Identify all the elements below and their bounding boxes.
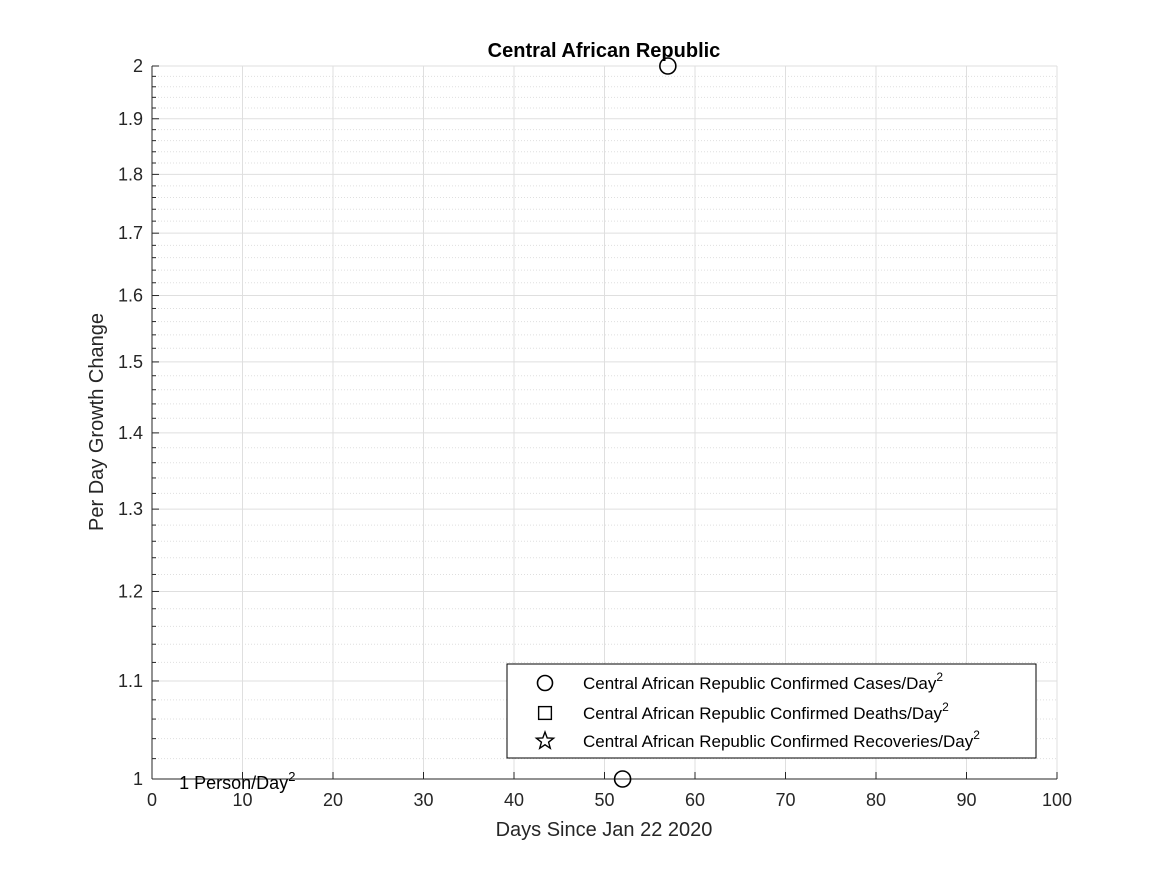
tick-labels: 0 10 20 30 40 50 60 70 80 90 100 1 1.1 1.2 1.3 1.4 1.5 1.… xyxy=(118,56,1072,810)
y-tick-label: 1.9 xyxy=(118,109,143,129)
x-tick-label: 80 xyxy=(866,790,886,810)
annotation-label: 1 Person/Day2 xyxy=(179,769,295,793)
legend-label: Central African Republic Confirmed Cases… xyxy=(583,670,943,693)
legend-label: Central African Republic Confirmed Recov… xyxy=(583,728,980,751)
legend-marker-star xyxy=(534,729,556,750)
x-tick-label: 70 xyxy=(775,790,795,810)
x-tick-label: 0 xyxy=(147,790,157,810)
y-tick-label: 1.1 xyxy=(118,671,143,691)
grid-lines xyxy=(151,65,1058,780)
y-tick-label: 2 xyxy=(133,56,143,76)
y-tick-label: 1.4 xyxy=(118,423,143,443)
x-tick-label: 100 xyxy=(1042,790,1072,810)
legend: Central African Republic Confirmed Cases… xyxy=(506,663,1037,759)
data-point-circle xyxy=(613,770,632,788)
y-tick-label: 1 xyxy=(133,769,143,789)
x-tick-label: 20 xyxy=(323,790,343,810)
chart-title: Central African Republic xyxy=(488,40,721,62)
x-tick-label: 50 xyxy=(594,790,614,810)
x-tick-label: 90 xyxy=(956,790,976,810)
y-tick-label: 1.3 xyxy=(118,499,143,519)
x-tick-label: 10 xyxy=(232,790,252,810)
axes xyxy=(151,65,1058,780)
legend-box xyxy=(506,663,1037,759)
data-marks xyxy=(613,57,677,788)
y-axis-label: Per Day Growth Change xyxy=(86,313,108,531)
x-axis-label: Days Since Jan 22 2020 xyxy=(496,819,713,841)
y-tick-label: 1.6 xyxy=(118,286,143,306)
legend-marker-circle xyxy=(536,674,554,692)
y-tick-label: 1.8 xyxy=(118,164,143,184)
annotations: 1 Person/Day2 xyxy=(179,769,295,793)
x-tick-label: 60 xyxy=(685,790,705,810)
x-tick-label: 30 xyxy=(413,790,433,810)
y-tick-label: 1.2 xyxy=(118,581,143,601)
data-point-circle xyxy=(659,57,677,75)
x-tick-label: 40 xyxy=(504,790,524,810)
legend-marker-square xyxy=(537,705,553,721)
y-tick-label: 1.5 xyxy=(118,352,143,372)
legend-label: Central African Republic Confirmed Death… xyxy=(583,700,949,723)
y-tick-label: 1.7 xyxy=(118,223,143,243)
